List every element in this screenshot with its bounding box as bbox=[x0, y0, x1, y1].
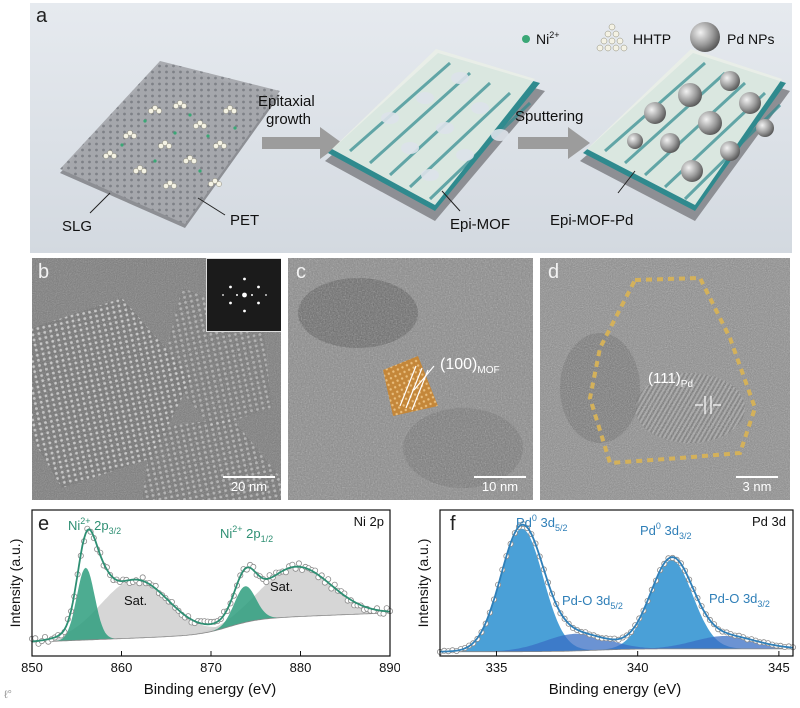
panel-e-sat2-label: Sat. bbox=[270, 579, 293, 594]
panel-a-legend: Ni2+ HHTP Pd NPs bbox=[522, 22, 774, 52]
pd3d-fit-envelope bbox=[440, 523, 794, 653]
label-pet: PET bbox=[230, 212, 259, 229]
pd0-3d3-2-peak bbox=[440, 560, 793, 652]
arrow1-line1: Epitaxial bbox=[258, 93, 315, 110]
panel-d-plane-label: (111)Pd bbox=[648, 370, 694, 390]
label-epi-mof: Epi-MOF bbox=[450, 216, 510, 233]
panel-e-ylabel: Intensity (a.u.) bbox=[7, 539, 23, 628]
panel-d-scalebar: 3 nm bbox=[736, 476, 778, 494]
watermark-glyph: ℓ° bbox=[4, 689, 12, 701]
panel-d-tem-image: (111)Pd d 3 nm bbox=[540, 258, 790, 500]
panel-c-label: c bbox=[296, 261, 306, 283]
panel-f-corner: Pd 3d bbox=[752, 514, 786, 529]
panel-f-peak4-label: Pd-O 3d3/2 bbox=[709, 591, 770, 609]
panel-a-label: a bbox=[36, 5, 48, 27]
ni-legend-icon bbox=[522, 35, 530, 43]
ni2p-xtick-label: 880 bbox=[290, 660, 312, 675]
pd3d-xtick-label: 340 bbox=[627, 660, 649, 675]
pd3d-background-line bbox=[440, 648, 793, 653]
label-slg: SLG bbox=[62, 218, 92, 235]
hhtp-legend-icon bbox=[596, 23, 628, 52]
panel-f-label: f bbox=[450, 513, 456, 535]
fft-pattern bbox=[222, 277, 267, 313]
watermark: ℓ° bbox=[4, 689, 12, 701]
panel-b-tem-image: b 20 nm bbox=[32, 258, 281, 500]
pd3d-xtick-label: 335 bbox=[486, 660, 508, 675]
panel-b-scale-text: 20 nm bbox=[230, 479, 268, 494]
pd-lattice-arrows bbox=[695, 396, 721, 414]
panel-e-peak1-label: Ni2+ 2p3/2 bbox=[68, 516, 121, 536]
ni2p-3-2-peak bbox=[32, 567, 390, 643]
pd0-3d5-2-peak bbox=[440, 528, 793, 652]
panel-c-scalebar: 10 nm bbox=[474, 476, 526, 494]
panel-a-schematic: SLG PET Epitaxial growth Epi-MO bbox=[30, 3, 792, 253]
ni2p-fit-envelope bbox=[31, 528, 391, 643]
ni2p-sat1-peak bbox=[32, 579, 390, 643]
ni2p-sat2-peak bbox=[32, 566, 390, 643]
mof-lattice-lines bbox=[399, 365, 435, 411]
panel-e-xlabel: Binding energy (eV) bbox=[144, 681, 277, 698]
panel-c-scale-text: 10 nm bbox=[481, 479, 519, 494]
epi-mof-substrate bbox=[325, 49, 545, 221]
panel-f-ylabel: Intensity (a.u.) bbox=[415, 539, 431, 628]
panel-f-xlabel: Binding energy (eV) bbox=[549, 681, 682, 698]
panel-e-label: e bbox=[38, 513, 50, 535]
pd-particle-outline bbox=[587, 275, 758, 466]
ni-2p-xps-chart: 850 860 870 880 890 Ni 2p Ni2+ 2p3/2 Ni2+ 2p… bbox=[7, 509, 401, 698]
arrow-epitaxial-growth bbox=[262, 127, 342, 159]
legend-ni: Ni2+ bbox=[536, 30, 560, 47]
pd3d-xtick-label: 345 bbox=[768, 660, 790, 675]
slg-pet-substrate bbox=[60, 61, 280, 228]
ni2p-xtick-label: 860 bbox=[111, 660, 133, 675]
ni2p-xtick-label: 890 bbox=[379, 660, 400, 675]
panel-a: SLG PET Epitaxial growth Epi-MO bbox=[30, 3, 792, 253]
ni2p-background-line bbox=[31, 612, 391, 643]
panel-b-label: b bbox=[38, 261, 50, 283]
panel-e-peak2-label: Ni2+ 2p1/2 bbox=[220, 524, 273, 544]
panel-c-tem-image: (100)MOF c 10 nm bbox=[288, 258, 533, 500]
panel-f-peak1-label: Pd0 3d5/2 bbox=[516, 513, 568, 533]
panel-c-micrograph bbox=[288, 258, 533, 500]
pd-3d-xps-chart: 335 340 345 Pd 3d Pd0 3d5/2 Pd0 3d3/2 Pd-O… bbox=[415, 509, 796, 698]
panel-f-peak2-label: Pd0 3d3/2 bbox=[640, 521, 692, 541]
panel-d-label: d bbox=[548, 261, 560, 283]
panel-e-corner: Ni 2p bbox=[354, 514, 384, 529]
mof-crystallite bbox=[383, 356, 438, 416]
legend-pd: Pd NPs bbox=[727, 31, 774, 47]
ni2p-xtick-label: 850 bbox=[21, 660, 43, 675]
panel-c-plane-label: (100)MOF bbox=[440, 356, 500, 377]
ni2p-data-point bbox=[139, 574, 146, 581]
panel-f-peak3-label: Pd-O 3d5/2 bbox=[562, 593, 623, 611]
legend-hhtp: HHTP bbox=[633, 31, 671, 47]
fft-inset bbox=[206, 258, 281, 332]
panel-e-sat1-label: Sat. bbox=[124, 593, 147, 608]
pd-legend-icon bbox=[690, 22, 720, 52]
arrow2-label: Sputtering bbox=[515, 108, 583, 125]
ni2p-data-point bbox=[263, 579, 270, 586]
epi-mof-pd-substrate bbox=[580, 49, 790, 221]
ni2p-data-point bbox=[295, 560, 302, 567]
label-epi-mof-pd: Epi-MOF-Pd bbox=[550, 212, 633, 229]
panel-d-scale-text: 3 nm bbox=[742, 479, 772, 494]
panel-b-scalebar: 20 nm bbox=[223, 476, 275, 494]
arrow-sputtering bbox=[518, 127, 590, 159]
panel-e-chart: 850 860 870 880 890 Ni 2p Ni2+ 2p3/2 Ni2+ 2p… bbox=[0, 505, 401, 703]
arrow1-line2: growth bbox=[266, 111, 311, 128]
pdo-3d3-2-peak bbox=[440, 636, 793, 652]
panel-f-chart: 335 340 345 Pd 3d Pd0 3d5/2 Pd0 3d3/2 Pd-O… bbox=[400, 505, 800, 703]
panel-f-frame bbox=[439, 509, 794, 657]
panel-d-micrograph bbox=[540, 258, 790, 500]
ni2p-xtick-label: 870 bbox=[200, 660, 222, 675]
pdo-3d5-2-peak bbox=[440, 633, 793, 652]
